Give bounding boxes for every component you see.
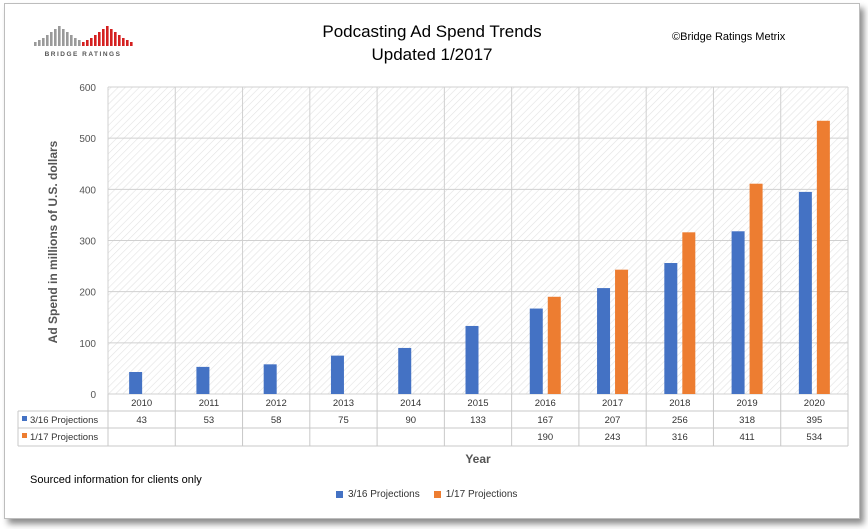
copyright-text: ©Bridge Ratings Metrix [672,31,786,43]
title-line-2: Updated 1/2017 [371,45,493,64]
logo-bar [110,29,113,46]
legend: 3/16 Projections 1/17 Projections [336,489,517,500]
y-tick-label: 0 [90,390,96,401]
bridge-ratings-logo: BRIDGE RATINGS [34,26,133,58]
title-line-1: Podcasting Ad Spend Trends [322,22,542,41]
logo-bar [82,42,85,46]
logo-bar [78,40,81,46]
bar-series-1 [731,231,745,394]
bar-series-1 [529,308,543,394]
y-tick-label: 500 [79,134,96,145]
logo-bar [90,38,93,46]
y-tick-label: 300 [79,237,96,248]
bar-series-1 [196,366,210,394]
x-tick-label: 2018 [669,398,690,409]
data-label: 316 [672,432,688,443]
logo-bar [54,29,57,46]
data-label: 207 [605,415,621,426]
logo-bar [50,32,53,46]
y-tick-label: 400 [79,185,96,196]
data-label: 75 [338,415,349,426]
x-tick-label: 2013 [333,398,354,409]
bar-series-2 [547,296,561,394]
y-tick-label: 200 [79,288,96,299]
table-legend-key [22,416,27,421]
x-tick-label: 2010 [131,398,152,409]
data-label: 411 [740,432,755,443]
table-series-label: 1/17 Projections [30,432,98,443]
logo-bar [46,35,49,46]
x-tick-label: 2015 [467,398,488,409]
svg-text:BRIDGE RATINGS: BRIDGE RATINGS [45,51,122,58]
x-tick-label: 2016 [535,398,556,409]
logo-bar [34,42,37,46]
data-label: 318 [739,415,755,426]
legend-swatch-series-1 [336,491,343,498]
logo-bar [102,29,105,46]
logo-bar [122,38,125,46]
logo-bar [62,29,65,46]
logo-bar [118,35,121,46]
chart-title: Podcasting Ad Spend Trends Updated 1/201… [292,20,572,66]
x-tick-label: 2014 [400,398,421,409]
logo-bar [66,32,69,46]
bar-series-1 [465,325,479,394]
logo-bar [74,38,77,46]
data-label: 133 [470,415,486,426]
legend-swatch-series-2 [433,491,441,498]
x-tick-label: 2019 [737,398,758,409]
logo-bar [106,26,109,46]
data-label: 43 [136,415,147,426]
logo-bar [58,26,61,46]
source-note: Sourced information for clients only [30,474,202,486]
logo-bar [126,40,129,46]
data-label: 53 [204,415,215,426]
data-label: 190 [537,432,553,443]
bar-series-1 [129,371,143,394]
bar-series-1 [263,364,277,394]
y-tick-label: 600 [79,83,96,94]
data-label: 534 [806,432,822,443]
bar-series-2 [816,120,830,395]
logo-bar [98,32,101,46]
data-label: 243 [605,432,621,443]
data-label: 58 [271,415,282,426]
y-axis-title: Ad Spend in millions of U.S. dollars [46,140,60,343]
data-label: 395 [806,415,822,426]
logo-bar [70,35,73,46]
table-legend-key [22,433,27,438]
bar-series-2 [682,232,696,394]
bar-series-1 [597,288,611,394]
logo-bar [130,42,133,46]
bar-series-2 [749,183,763,394]
legend-label-series-1: 3/16 Projections [348,489,420,500]
logo-bar [42,38,45,46]
data-label: 256 [672,415,688,426]
logo-bar [94,35,97,46]
legend-item-series-1: 3/16 Projections [336,489,420,500]
x-tick-label: 2011 [199,398,219,409]
bar-series-1 [798,191,812,394]
legend-label-series-2: 1/17 Projections [445,489,518,500]
logo-bar [38,40,41,46]
logo-bar [86,40,89,46]
logo-bar [114,32,117,46]
x-tick-label: 2012 [266,398,287,409]
data-label: 167 [537,415,553,426]
x-tick-label: 2017 [602,398,623,409]
y-tick-label: 100 [79,339,96,350]
data-label: 90 [405,415,416,426]
bar-series-2 [615,269,629,394]
legend-item-series-2: 1/17 Projections [433,489,518,500]
x-axis-title: Year [465,452,491,466]
table-series-label: 3/16 Projections [30,415,98,426]
x-tick-label: 2020 [804,398,825,409]
bar-series-1 [330,355,344,394]
bar-series-1 [398,347,412,394]
bar-series-1 [664,263,678,394]
